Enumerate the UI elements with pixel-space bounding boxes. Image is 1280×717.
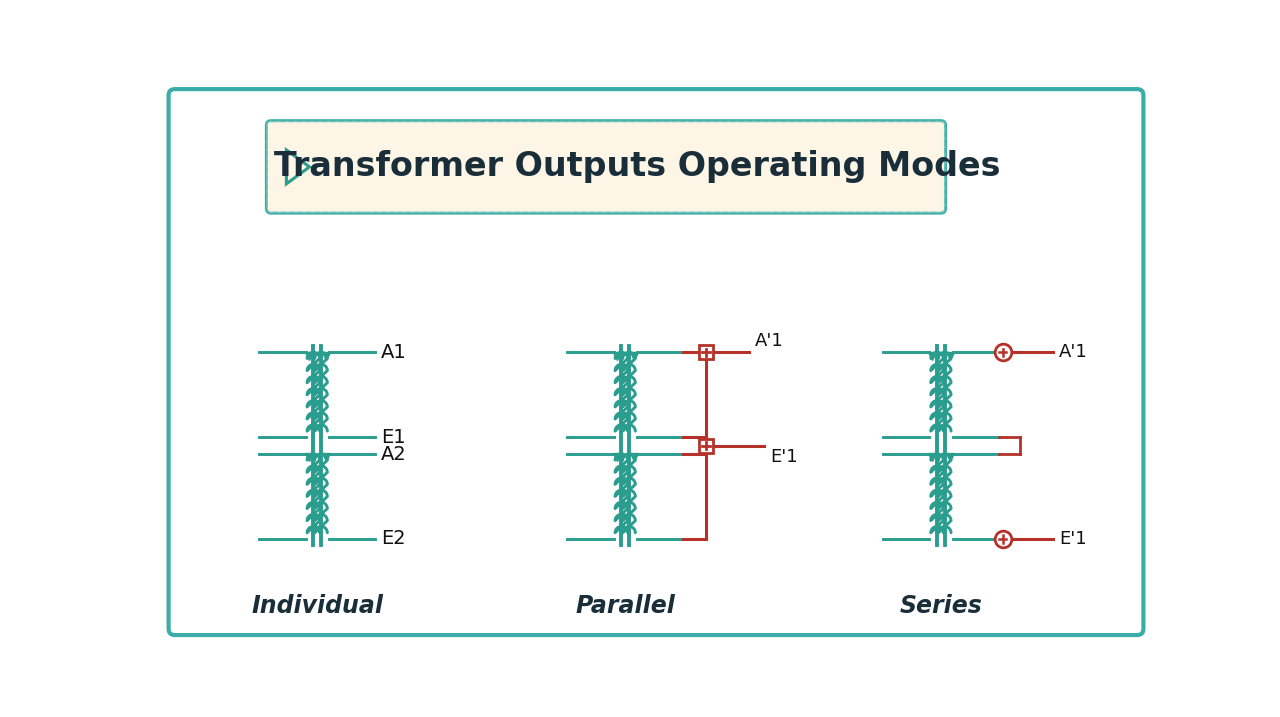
FancyBboxPatch shape — [266, 120, 946, 213]
Text: Individual: Individual — [251, 594, 383, 618]
Text: E1: E1 — [381, 427, 406, 447]
Text: A'1: A'1 — [755, 332, 783, 350]
FancyBboxPatch shape — [266, 120, 946, 213]
Text: E'1: E'1 — [771, 448, 797, 466]
Text: A'1: A'1 — [1059, 343, 1088, 361]
Text: A2: A2 — [381, 445, 407, 464]
Text: Transformer Outputs Operating Modes: Transformer Outputs Operating Modes — [274, 151, 1000, 184]
Text: Series: Series — [900, 594, 982, 618]
Text: E'1: E'1 — [1059, 530, 1087, 548]
Text: A1: A1 — [381, 343, 407, 362]
Text: E2: E2 — [381, 529, 406, 549]
Text: Parallel: Parallel — [575, 594, 675, 618]
FancyBboxPatch shape — [169, 89, 1143, 635]
